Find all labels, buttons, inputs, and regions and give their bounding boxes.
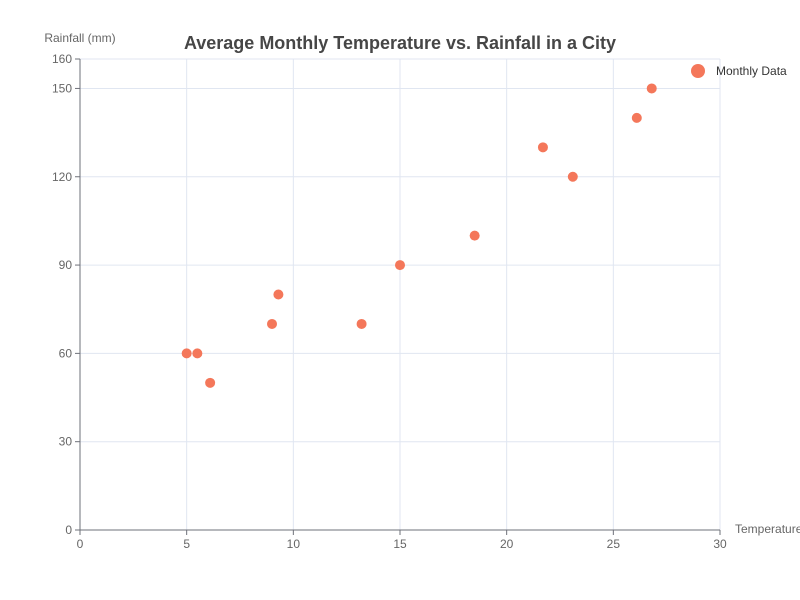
x-tick-label: 10 [287, 537, 301, 551]
y-tick-label: 160 [52, 52, 72, 66]
scatter-point[interactable] [395, 260, 405, 271]
scatter-point[interactable] [469, 230, 480, 241]
scatter-point[interactable] [181, 348, 192, 359]
legend-marker[interactable] [691, 64, 705, 78]
x-tick-label: 5 [183, 537, 190, 551]
x-tick-label: 30 [713, 537, 727, 551]
x-tick-label: 20 [500, 537, 514, 551]
x-tick-label: 15 [393, 537, 407, 551]
axes-layer: 0 5 10 15 20 25 30 0 30 60 90 120 150 160 [52, 52, 727, 551]
y-tick-label: 60 [59, 346, 73, 360]
grid-layer [79, 58, 721, 531]
scatter-point[interactable] [567, 171, 578, 182]
points-layer [181, 83, 657, 388]
y-axis-label: Rainfall (mm) [44, 31, 115, 45]
scatter-point[interactable] [205, 377, 216, 388]
scatter-point[interactable] [356, 318, 367, 329]
y-tick-label: 150 [52, 81, 72, 95]
legend-label[interactable]: Monthly Data [716, 64, 787, 78]
y-tick-label: 120 [52, 170, 72, 184]
y-tick-label: 0 [65, 523, 72, 537]
x-axis-label: Temperature [735, 522, 800, 536]
x-tick-label: 0 [77, 537, 84, 551]
scatter-point[interactable] [267, 318, 277, 329]
scatter-point[interactable] [646, 83, 657, 94]
x-tick-label: 25 [607, 537, 621, 551]
scatter-point[interactable] [192, 348, 203, 359]
chart-title: Average Monthly Temperature vs. Rainfall… [184, 33, 616, 53]
legend[interactable]: Monthly Data [691, 64, 787, 78]
y-tick-label: 90 [59, 258, 73, 272]
scatter-point[interactable] [273, 289, 284, 300]
scatter-point[interactable] [537, 142, 548, 153]
y-tick-label: 30 [59, 435, 73, 449]
scatter-point[interactable] [631, 112, 642, 123]
